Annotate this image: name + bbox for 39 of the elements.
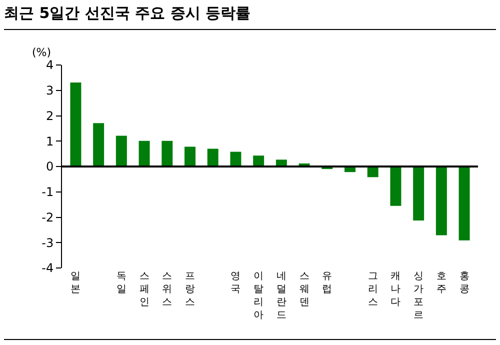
y-tick-label: 0 [46,160,54,174]
y-tick-label: -4 [42,261,54,276]
bar [413,166,424,221]
y-tick-label: -2 [42,210,54,224]
x-tick-label: 스웨덴 [299,271,310,308]
x-tick-label: 캐나다 [390,271,401,308]
y-tick-label: -1 [42,185,54,200]
bar [436,166,447,236]
x-tick-label: 일본 [70,271,81,295]
x-tick-label: 영국 [230,271,241,295]
y-tick-label: 1 [46,134,54,148]
y-tick-label: 4 [46,58,54,72]
bar [253,156,264,166]
bar [93,123,104,166]
x-tick-label: 네덜란드 [276,271,286,321]
bar [116,136,127,166]
bar [230,152,242,166]
x-tick-label: 홍콩 [459,271,470,295]
y-tick-label: 3 [46,84,54,98]
x-tick-label: 스위스 [162,271,172,308]
x-tick-label: 싱가포르 [414,271,424,321]
x-tick-label: 유럽 [322,271,332,295]
x-tick-label: 프랑스 [185,271,195,308]
bar [162,140,173,166]
bar [390,166,402,206]
chart-title: 최근 5일간 선진국 주요 증시 등락률 [4,4,252,24]
bar [184,146,196,166]
x-tick-label: 이탈리아 [254,271,264,321]
bar [138,140,150,166]
bar [207,148,218,166]
x-tick-label: 호주 [436,271,446,295]
y-tick-label: 2 [46,108,54,123]
bar [70,82,82,166]
x-tick-label: 스페인 [139,271,150,308]
bar [458,166,470,240]
y-axis-title: (%) [32,46,52,59]
x-tick-label: 그리스 [368,271,378,308]
x-tick-label: 독일 [116,271,126,295]
y-tick-label: -3 [42,236,54,250]
